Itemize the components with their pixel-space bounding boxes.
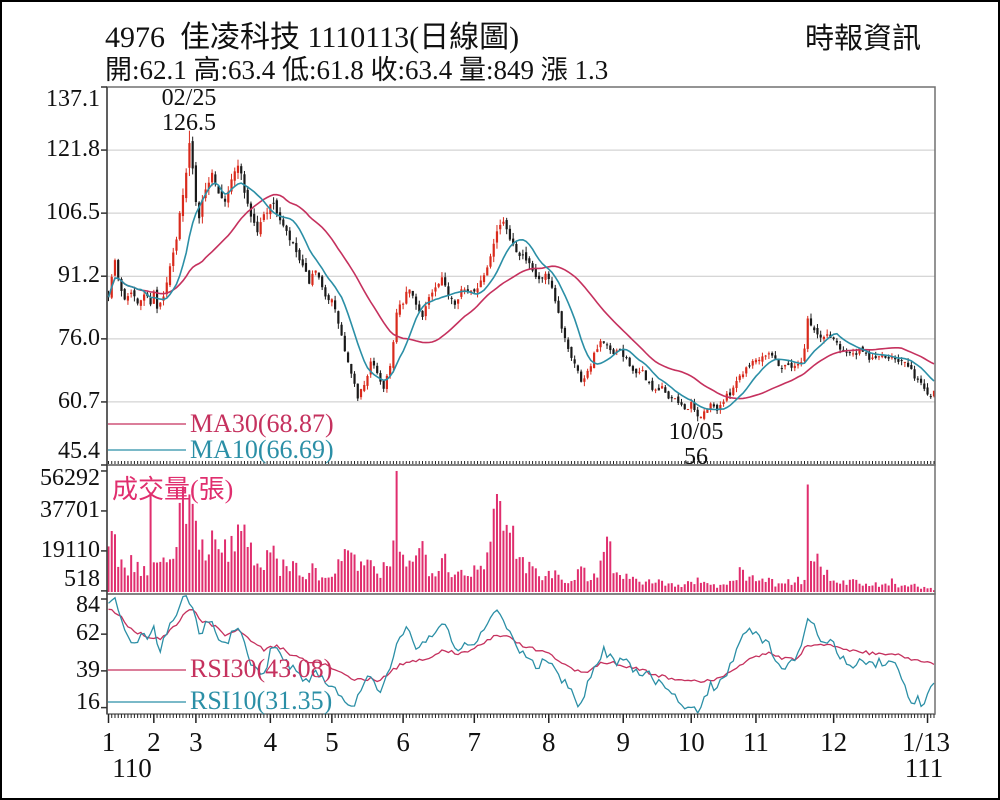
trough-date: 10/05 <box>668 419 724 445</box>
month-label: 3 <box>189 727 203 757</box>
rsi-axis-label: 16 <box>76 689 100 715</box>
ma-lines <box>107 182 935 411</box>
month-label: 7 <box>467 727 482 757</box>
month-label: 12 <box>820 727 848 757</box>
volume-bars <box>107 470 935 592</box>
axis-ticks <box>101 86 935 723</box>
month-label: 9 <box>616 727 630 757</box>
month-label: 11 <box>742 727 769 757</box>
volume-axis-label: 37701 <box>40 496 100 523</box>
panel-borders <box>106 86 936 715</box>
chart-title: 4976 佳凌科技 1110113(日線圖) <box>105 21 520 54</box>
month-label: 5 <box>325 727 339 757</box>
ma10-legend: MA10(66.69) <box>190 435 334 464</box>
month-label: 8 <box>542 727 556 757</box>
month-label: 4 <box>263 727 278 757</box>
price-axis-label: 106.5 <box>46 199 100 226</box>
rsi-lines <box>108 595 935 715</box>
rsi10-legend: RSI10(31.35) <box>190 686 333 715</box>
peak-price: 126.5 <box>162 110 216 136</box>
trough-price: 56 <box>684 444 708 470</box>
volume-axis-label: 518 <box>64 566 100 592</box>
month-label: 2 <box>147 727 161 757</box>
price-gridlines <box>107 149 935 403</box>
month-label: 10 <box>677 727 705 757</box>
ohlc-summary: 開:62.1 高:63.4 低:61.8 收:63.4 量:849 漲 1.3 <box>105 55 609 85</box>
volume-axis-label: 56292 <box>40 465 100 491</box>
candlesticks <box>107 130 936 422</box>
year-label-left: 110 <box>112 753 152 783</box>
rsi30-legend: RSI30(43.08) <box>190 654 333 683</box>
rsi-axis-label: 84 <box>76 592 100 618</box>
volume-title: 成交量(張) <box>112 475 234 504</box>
month-label: 1/13 <box>901 727 950 757</box>
price-axis-label: 76.0 <box>58 324 100 351</box>
trough-annotation: 10/05 56 <box>631 420 761 470</box>
legend-lead-lines <box>108 423 186 703</box>
year-label-right: 111 <box>904 753 944 783</box>
month-label: 1 <box>101 727 116 757</box>
peak-date: 02/25 <box>161 85 217 111</box>
volume-axis-label: 19110 <box>40 536 100 563</box>
price-axis-label: 45.4 <box>58 438 100 464</box>
price-axis-label: 91.2 <box>58 262 100 289</box>
price-axis-label: 60.7 <box>58 387 100 414</box>
ma30-legend: MA30(68.87) <box>190 409 334 438</box>
peak-annotation: 02/25 126.5 <box>124 86 254 136</box>
price-axis-label: 121.8 <box>46 136 100 163</box>
rsi-axis-label: 39 <box>76 656 100 683</box>
month-label: 6 <box>396 727 410 757</box>
rsi-axis-label: 62 <box>76 620 100 647</box>
price-axis-label: 137.1 <box>46 86 100 112</box>
data-source: 時報資訊 <box>805 23 922 55</box>
